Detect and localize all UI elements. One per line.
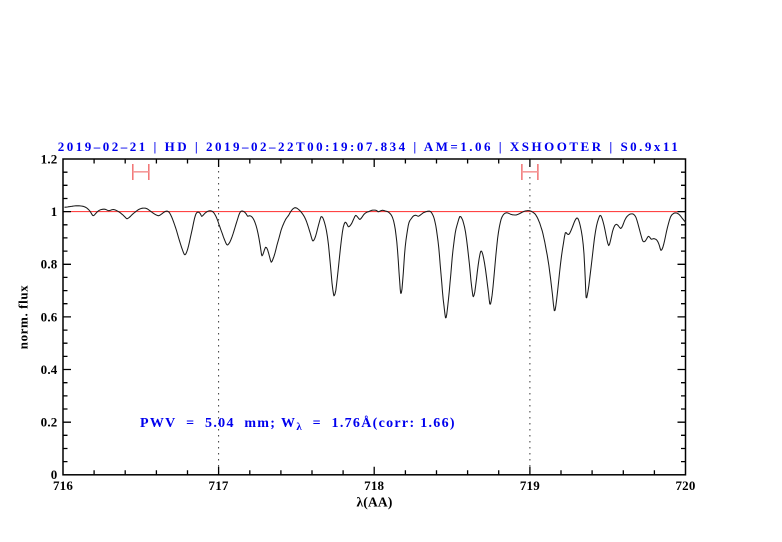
svg-text:0.4: 0.4 xyxy=(41,362,58,377)
svg-text:0.6: 0.6 xyxy=(41,309,58,324)
svg-text:719: 719 xyxy=(520,478,540,493)
svg-text:λ(AA): λ(AA) xyxy=(356,495,392,510)
svg-text:716: 716 xyxy=(53,478,73,493)
svg-text:norm. flux: norm. flux xyxy=(16,285,31,350)
svg-text:720: 720 xyxy=(675,478,695,493)
svg-text:1: 1 xyxy=(51,204,58,219)
svg-text:PWV = 5.04 mm; Wλ = 1.76Å: PWV = 5.04 mm; Wλ = 1.76Å(corr: 1.66) xyxy=(140,415,456,433)
svg-text:0.2: 0.2 xyxy=(41,415,58,430)
svg-text:1.2: 1.2 xyxy=(41,151,58,166)
svg-text:0: 0 xyxy=(51,467,58,482)
svg-text:2019–02–21 | HD | 2019–02–22T0: 2019–02–21 | HD | 2019–02–22T00:19:07.83… xyxy=(58,139,680,154)
svg-text:718: 718 xyxy=(364,478,384,493)
svg-text:0.8: 0.8 xyxy=(41,257,58,272)
svg-text:717: 717 xyxy=(209,478,229,493)
